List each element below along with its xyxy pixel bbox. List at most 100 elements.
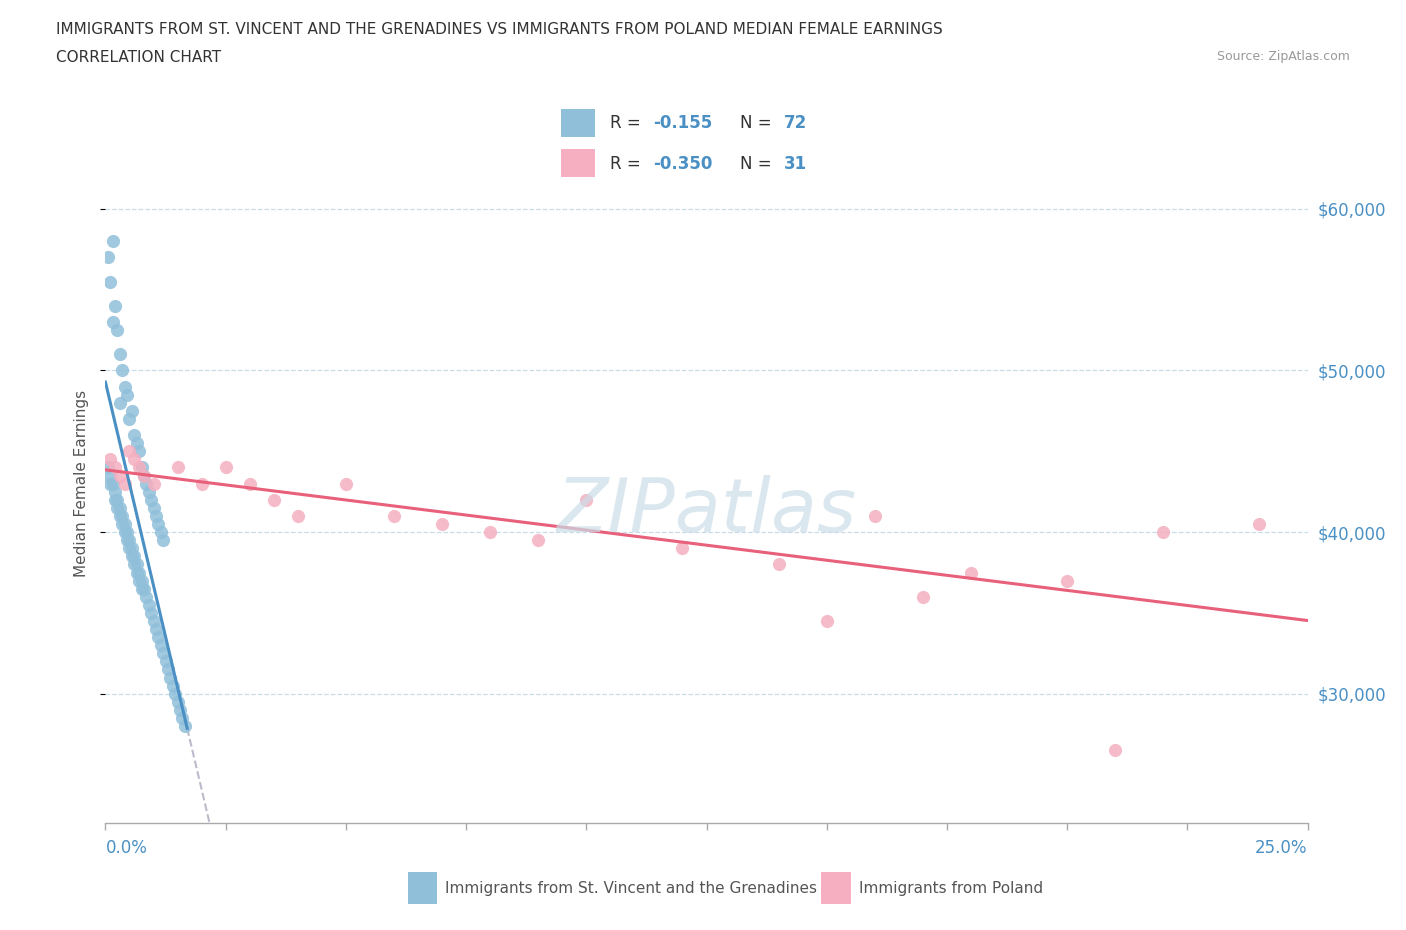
Point [115, 525, 138, 539]
Text: N =: N = [740, 113, 772, 132]
Text: 25.0%: 25.0% [1256, 839, 1308, 857]
Point [97, 250, 120, 265]
Point [108, 468, 131, 483]
Point [173, 719, 195, 734]
Point [107, 500, 129, 515]
Point [104, 492, 127, 507]
Point [172, 711, 194, 725]
Point [128, 565, 150, 580]
Point [124, 428, 146, 443]
Point [263, 492, 285, 507]
Point [108, 509, 131, 524]
Bar [561, 149, 595, 178]
Point [104, 299, 127, 313]
Point [114, 476, 136, 491]
Point [121, 549, 143, 564]
Point [148, 630, 170, 644]
Point [111, 509, 134, 524]
Point [1152, 525, 1174, 539]
Text: Immigrants from Poland: Immigrants from Poland [859, 881, 1043, 896]
Point [142, 614, 165, 629]
Point [128, 444, 150, 458]
Text: N =: N = [740, 154, 772, 173]
Point [118, 444, 141, 458]
Point [131, 573, 153, 588]
Point [98, 452, 121, 467]
Point [108, 500, 131, 515]
Point [107, 492, 129, 507]
Point [131, 581, 153, 596]
Text: -0.155: -0.155 [654, 113, 713, 132]
Point [128, 460, 150, 475]
Point [108, 347, 131, 362]
Text: Source: ZipAtlas.com: Source: ZipAtlas.com [1216, 50, 1350, 63]
Point [911, 590, 934, 604]
Point [335, 476, 357, 491]
Point [148, 516, 170, 531]
Point [114, 379, 136, 394]
Point [149, 638, 172, 653]
Point [118, 541, 141, 556]
Point [863, 509, 886, 524]
Point [132, 468, 155, 483]
Point [214, 460, 236, 475]
Point [1249, 516, 1271, 531]
Bar [561, 109, 595, 138]
Point [527, 533, 550, 548]
Point [121, 541, 143, 556]
Point [98, 476, 121, 491]
Point [138, 597, 160, 612]
Text: 0.0%: 0.0% [105, 839, 148, 857]
Text: Immigrants from St. Vincent and the Grenadines: Immigrants from St. Vincent and the Gren… [446, 881, 817, 896]
Point [430, 516, 453, 531]
Point [159, 671, 181, 685]
Point [139, 492, 162, 507]
Point [152, 533, 174, 548]
Point [139, 605, 162, 620]
Point [142, 476, 165, 491]
Point [128, 573, 150, 588]
Point [135, 590, 157, 604]
Point [156, 662, 179, 677]
Point [1104, 743, 1126, 758]
Point [145, 621, 167, 636]
Point [114, 525, 136, 539]
Point [960, 565, 983, 580]
Point [114, 516, 136, 531]
Point [815, 614, 838, 629]
Point [145, 509, 167, 524]
Point [155, 654, 177, 669]
Point [138, 485, 160, 499]
Text: ZIPatlas: ZIPatlas [557, 474, 856, 547]
Point [121, 404, 143, 418]
Point [166, 695, 188, 710]
Point [118, 411, 141, 426]
Point [131, 460, 153, 475]
Point [101, 233, 124, 248]
Point [166, 460, 188, 475]
Point [111, 363, 134, 378]
Bar [408, 872, 437, 904]
Point [287, 509, 309, 524]
Point [101, 476, 124, 491]
Text: 72: 72 [783, 113, 807, 132]
Point [479, 525, 502, 539]
Point [382, 509, 405, 524]
Point [111, 516, 134, 531]
Point [190, 476, 212, 491]
Point [125, 436, 148, 451]
Text: 31: 31 [783, 154, 807, 173]
Point [768, 557, 790, 572]
Point [104, 485, 127, 499]
Point [152, 646, 174, 661]
Point [132, 468, 155, 483]
Point [98, 468, 121, 483]
Text: -0.350: -0.350 [654, 154, 713, 173]
Point [124, 452, 146, 467]
Text: R =: R = [610, 154, 641, 173]
Point [142, 500, 165, 515]
Point [118, 533, 141, 548]
Point [1056, 573, 1078, 588]
Point [125, 565, 148, 580]
Point [124, 557, 146, 572]
